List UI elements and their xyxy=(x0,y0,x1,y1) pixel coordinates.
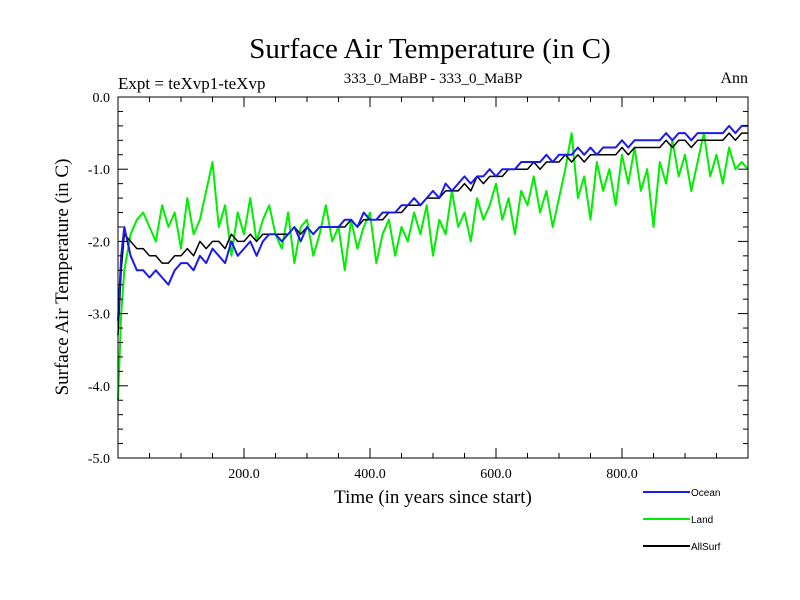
plot-frame xyxy=(117,96,749,459)
y-tick-label: 0.0 xyxy=(93,91,111,106)
y-tick-label: -2.0 xyxy=(88,235,110,250)
legend-label-allsurf: AllSurf xyxy=(691,542,721,553)
y-tick-label: -1.0 xyxy=(88,163,110,178)
subtitle-right: Ann xyxy=(720,70,748,87)
legend: Ocean Land AllSurf xyxy=(643,488,721,553)
y-axis-label: Surface Air Temperature (in C) xyxy=(52,159,73,396)
y-tick-labels: 0.0 -1.0 -2.0 -3.0 -4.0 -5.0 xyxy=(88,91,110,467)
y-tick-label: -3.0 xyxy=(88,308,110,323)
x-tick-label: 600.0 xyxy=(480,467,512,482)
legend-label-ocean: Ocean xyxy=(691,488,720,499)
x-tick-label: 200.0 xyxy=(228,467,260,482)
series-line-ocean xyxy=(117,124,748,321)
axis-ticks xyxy=(118,97,748,458)
series-line-allsurf xyxy=(117,132,748,336)
chart-title: Surface Air Temperature (in C) xyxy=(249,33,610,65)
series-line-land xyxy=(117,132,749,401)
x-tick-labels: 200.0 400.0 600.0 800.0 xyxy=(228,467,638,482)
plot-lines xyxy=(117,124,749,401)
y-tick-label: -4.0 xyxy=(88,380,110,395)
y-tick-label: -5.0 xyxy=(88,452,110,467)
subtitle-left: Expt = teXvp1-teXvp xyxy=(118,74,265,93)
x-tick-label: 400.0 xyxy=(354,467,386,482)
subtitle-center: 333_0_MaBP - 333_0_MaBP xyxy=(344,71,523,87)
x-axis-label: Time (in years since start) xyxy=(334,487,532,508)
x-tick-label: 800.0 xyxy=(606,467,638,482)
legend-label-land: Land xyxy=(691,515,713,526)
